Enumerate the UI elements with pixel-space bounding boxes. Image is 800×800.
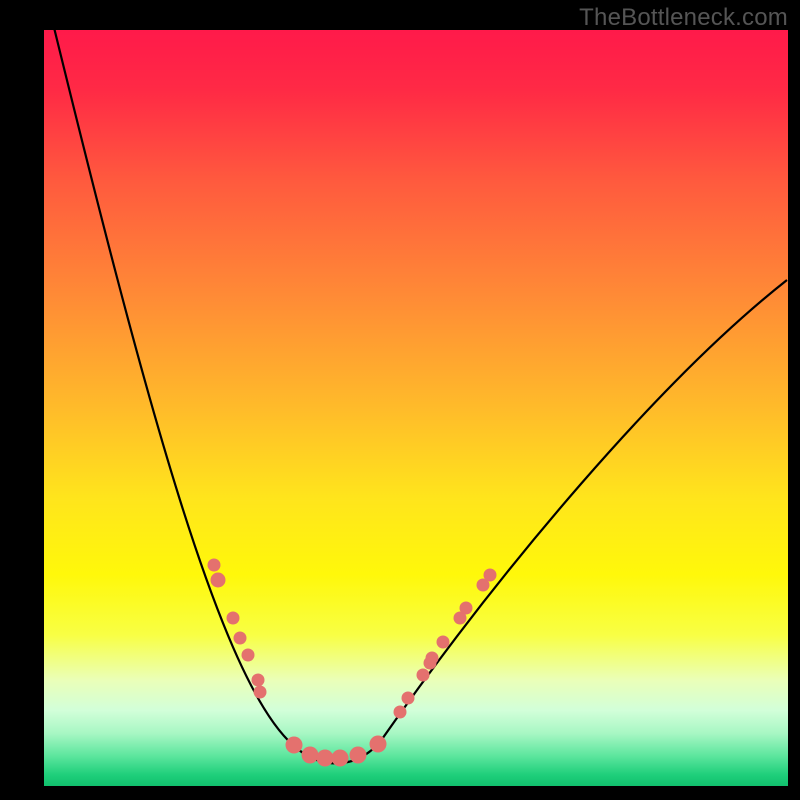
marker-point	[350, 747, 367, 764]
marker-point	[234, 632, 247, 645]
watermark-text: TheBottleneck.com	[579, 4, 788, 32]
marker-point	[437, 636, 450, 649]
marker-point	[242, 649, 255, 662]
plot-area	[44, 30, 788, 786]
marker-point	[302, 747, 319, 764]
marker-point	[211, 573, 226, 588]
chart-root: TheBottleneck.com	[0, 0, 800, 800]
marker-point	[317, 750, 334, 767]
marker-point	[252, 674, 265, 687]
marker-point	[417, 669, 430, 682]
marker-point	[332, 750, 349, 767]
marker-point	[370, 736, 387, 753]
marker-point	[484, 569, 497, 582]
marker-point	[227, 612, 240, 625]
marker-point	[402, 692, 415, 705]
marker-point	[460, 602, 473, 615]
marker-point	[426, 652, 439, 665]
marker-point	[208, 559, 221, 572]
marker-point	[254, 686, 267, 699]
marker-point	[286, 737, 303, 754]
bottleneck-curve-chart	[0, 0, 800, 800]
marker-point	[394, 706, 407, 719]
